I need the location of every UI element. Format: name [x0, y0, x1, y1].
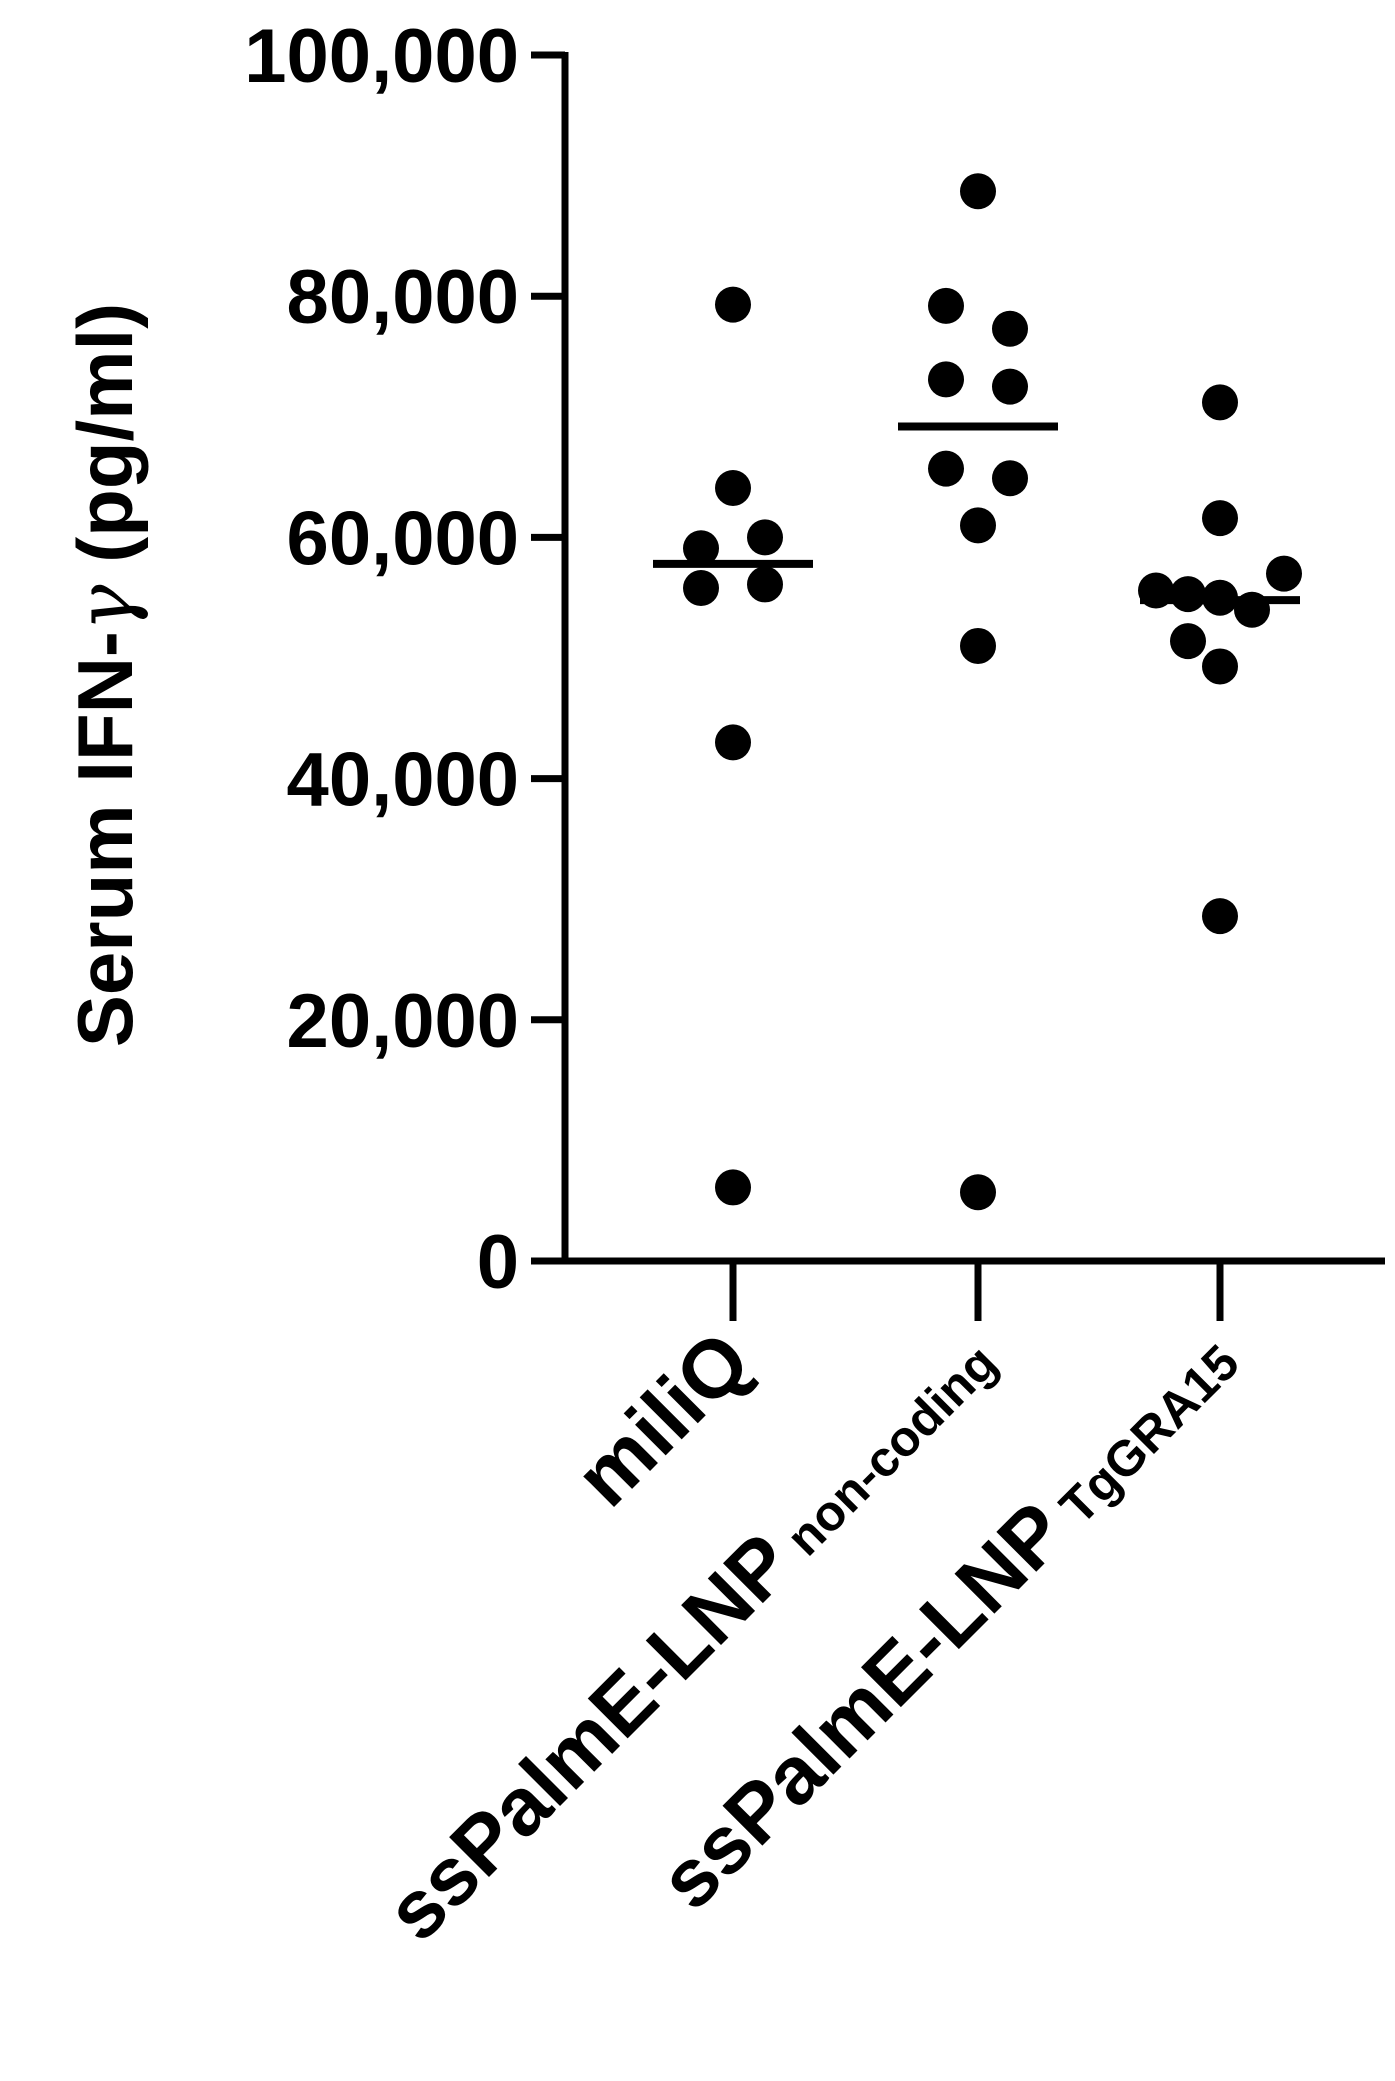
y-tick-label: 0: [477, 1220, 519, 1305]
y-axis-title-main: Serum IFN-: [61, 631, 149, 1047]
x-tick-label-subscript: TgGRA15: [1049, 1334, 1250, 1535]
data-point: [928, 450, 964, 487]
y-tick-label: 60,000: [287, 496, 519, 581]
x-tick-label: miliQ: [558, 1314, 767, 1523]
axes: [561, 52, 1385, 1265]
data-point: [928, 361, 964, 398]
data-point: [747, 566, 783, 603]
data-point: [960, 627, 996, 664]
y-tick-label: 80,000: [287, 255, 519, 340]
data-point: [715, 469, 751, 506]
x-ticks: [729, 1261, 1224, 1321]
data-point: [960, 507, 996, 544]
data-point: [747, 519, 783, 556]
data-point: [1202, 384, 1238, 421]
x-tick-labels: miliQssPalmE-LNPnon-codingssPalmE-LNPTgG…: [369, 1314, 1250, 1958]
x-tick-label-main: ssPalmE-LNP: [642, 1485, 1083, 1926]
data-point: [683, 570, 719, 607]
data-point: [715, 286, 751, 323]
data-point: [1202, 648, 1238, 685]
y-tick-label: 100,000: [244, 14, 519, 99]
y-ticks: 0 20,000 40,000 60,000 80,000 100,000: [244, 14, 565, 1305]
data-point: [992, 310, 1028, 347]
y-axis-title-greek: γ: [61, 584, 151, 631]
data-point: [992, 368, 1028, 405]
x-tick-label-main: miliQ: [558, 1314, 767, 1523]
data-point: [1170, 623, 1206, 660]
data-point: [928, 287, 964, 324]
data-point: [960, 1174, 996, 1211]
data-point: [683, 530, 719, 567]
y-axis-title-unit: (pg/ml): [61, 303, 149, 585]
data-point: [1202, 898, 1238, 935]
y-tick-label: 20,000: [287, 979, 519, 1064]
data-points: [683, 173, 1302, 1211]
data-point: [715, 724, 751, 761]
y-tick-label: 40,000: [287, 738, 519, 823]
data-point: [1266, 555, 1302, 592]
data-point: [1202, 500, 1238, 537]
data-point: [715, 1169, 751, 1206]
data-point: [1170, 576, 1206, 613]
median-lines: [653, 422, 1300, 605]
data-point: [992, 460, 1028, 497]
x-tick-label-main: ssPalmE-LNP: [369, 1517, 810, 1958]
y-axis-title: Serum IFN-γ (pg/ml): [61, 303, 151, 1047]
data-point: [960, 173, 996, 210]
